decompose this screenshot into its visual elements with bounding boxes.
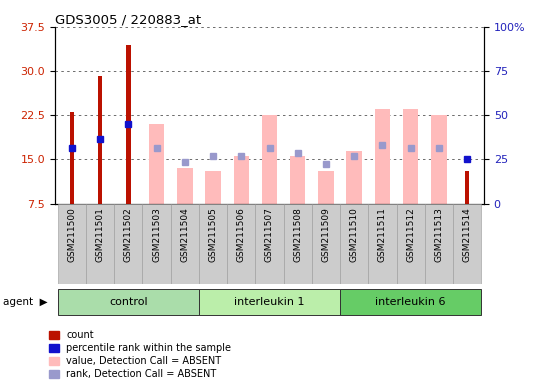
- Text: interleukin 6: interleukin 6: [375, 297, 446, 308]
- Text: GSM211509: GSM211509: [321, 208, 331, 262]
- Text: GSM211508: GSM211508: [293, 208, 302, 262]
- FancyBboxPatch shape: [58, 204, 86, 284]
- Bar: [262, 115, 277, 204]
- Bar: [318, 171, 334, 204]
- FancyBboxPatch shape: [199, 290, 340, 315]
- Text: GSM211502: GSM211502: [124, 208, 133, 262]
- Text: GSM211511: GSM211511: [378, 208, 387, 262]
- Bar: [205, 171, 221, 204]
- Text: interleukin 1: interleukin 1: [234, 297, 305, 308]
- Text: GSM211514: GSM211514: [463, 208, 471, 262]
- Bar: [70, 112, 74, 204]
- FancyBboxPatch shape: [114, 204, 142, 284]
- Legend: count, percentile rank within the sample, value, Detection Call = ABSENT, rank, : count, percentile rank within the sample…: [49, 330, 232, 379]
- Text: GDS3005 / 220883_at: GDS3005 / 220883_at: [55, 13, 201, 26]
- FancyBboxPatch shape: [340, 290, 481, 315]
- Text: agent  ▶: agent ▶: [3, 297, 47, 308]
- Bar: [465, 171, 469, 204]
- FancyBboxPatch shape: [397, 204, 425, 284]
- Text: GSM211513: GSM211513: [434, 208, 443, 262]
- Bar: [98, 76, 102, 204]
- FancyBboxPatch shape: [312, 204, 340, 284]
- FancyBboxPatch shape: [284, 204, 312, 284]
- FancyBboxPatch shape: [86, 204, 114, 284]
- Bar: [403, 109, 419, 204]
- Text: GSM211510: GSM211510: [350, 208, 359, 262]
- Text: GSM211506: GSM211506: [237, 208, 246, 262]
- Bar: [375, 109, 390, 204]
- Text: GSM211507: GSM211507: [265, 208, 274, 262]
- Text: GSM211505: GSM211505: [208, 208, 218, 262]
- Bar: [290, 156, 305, 204]
- FancyBboxPatch shape: [425, 204, 453, 284]
- FancyBboxPatch shape: [142, 204, 170, 284]
- Bar: [177, 168, 192, 204]
- Text: GSM211512: GSM211512: [406, 208, 415, 262]
- FancyBboxPatch shape: [58, 290, 199, 315]
- Bar: [126, 45, 131, 204]
- FancyBboxPatch shape: [453, 204, 481, 284]
- FancyBboxPatch shape: [227, 204, 255, 284]
- Text: GSM211501: GSM211501: [96, 208, 104, 262]
- Text: GSM211504: GSM211504: [180, 208, 189, 262]
- Bar: [234, 156, 249, 204]
- FancyBboxPatch shape: [368, 204, 397, 284]
- Text: GSM211500: GSM211500: [68, 208, 76, 262]
- FancyBboxPatch shape: [170, 204, 199, 284]
- FancyBboxPatch shape: [255, 204, 284, 284]
- Bar: [346, 151, 362, 204]
- Bar: [431, 115, 447, 204]
- Text: control: control: [109, 297, 148, 308]
- Text: GSM211503: GSM211503: [152, 208, 161, 262]
- Bar: [149, 124, 164, 204]
- FancyBboxPatch shape: [340, 204, 368, 284]
- FancyBboxPatch shape: [199, 204, 227, 284]
